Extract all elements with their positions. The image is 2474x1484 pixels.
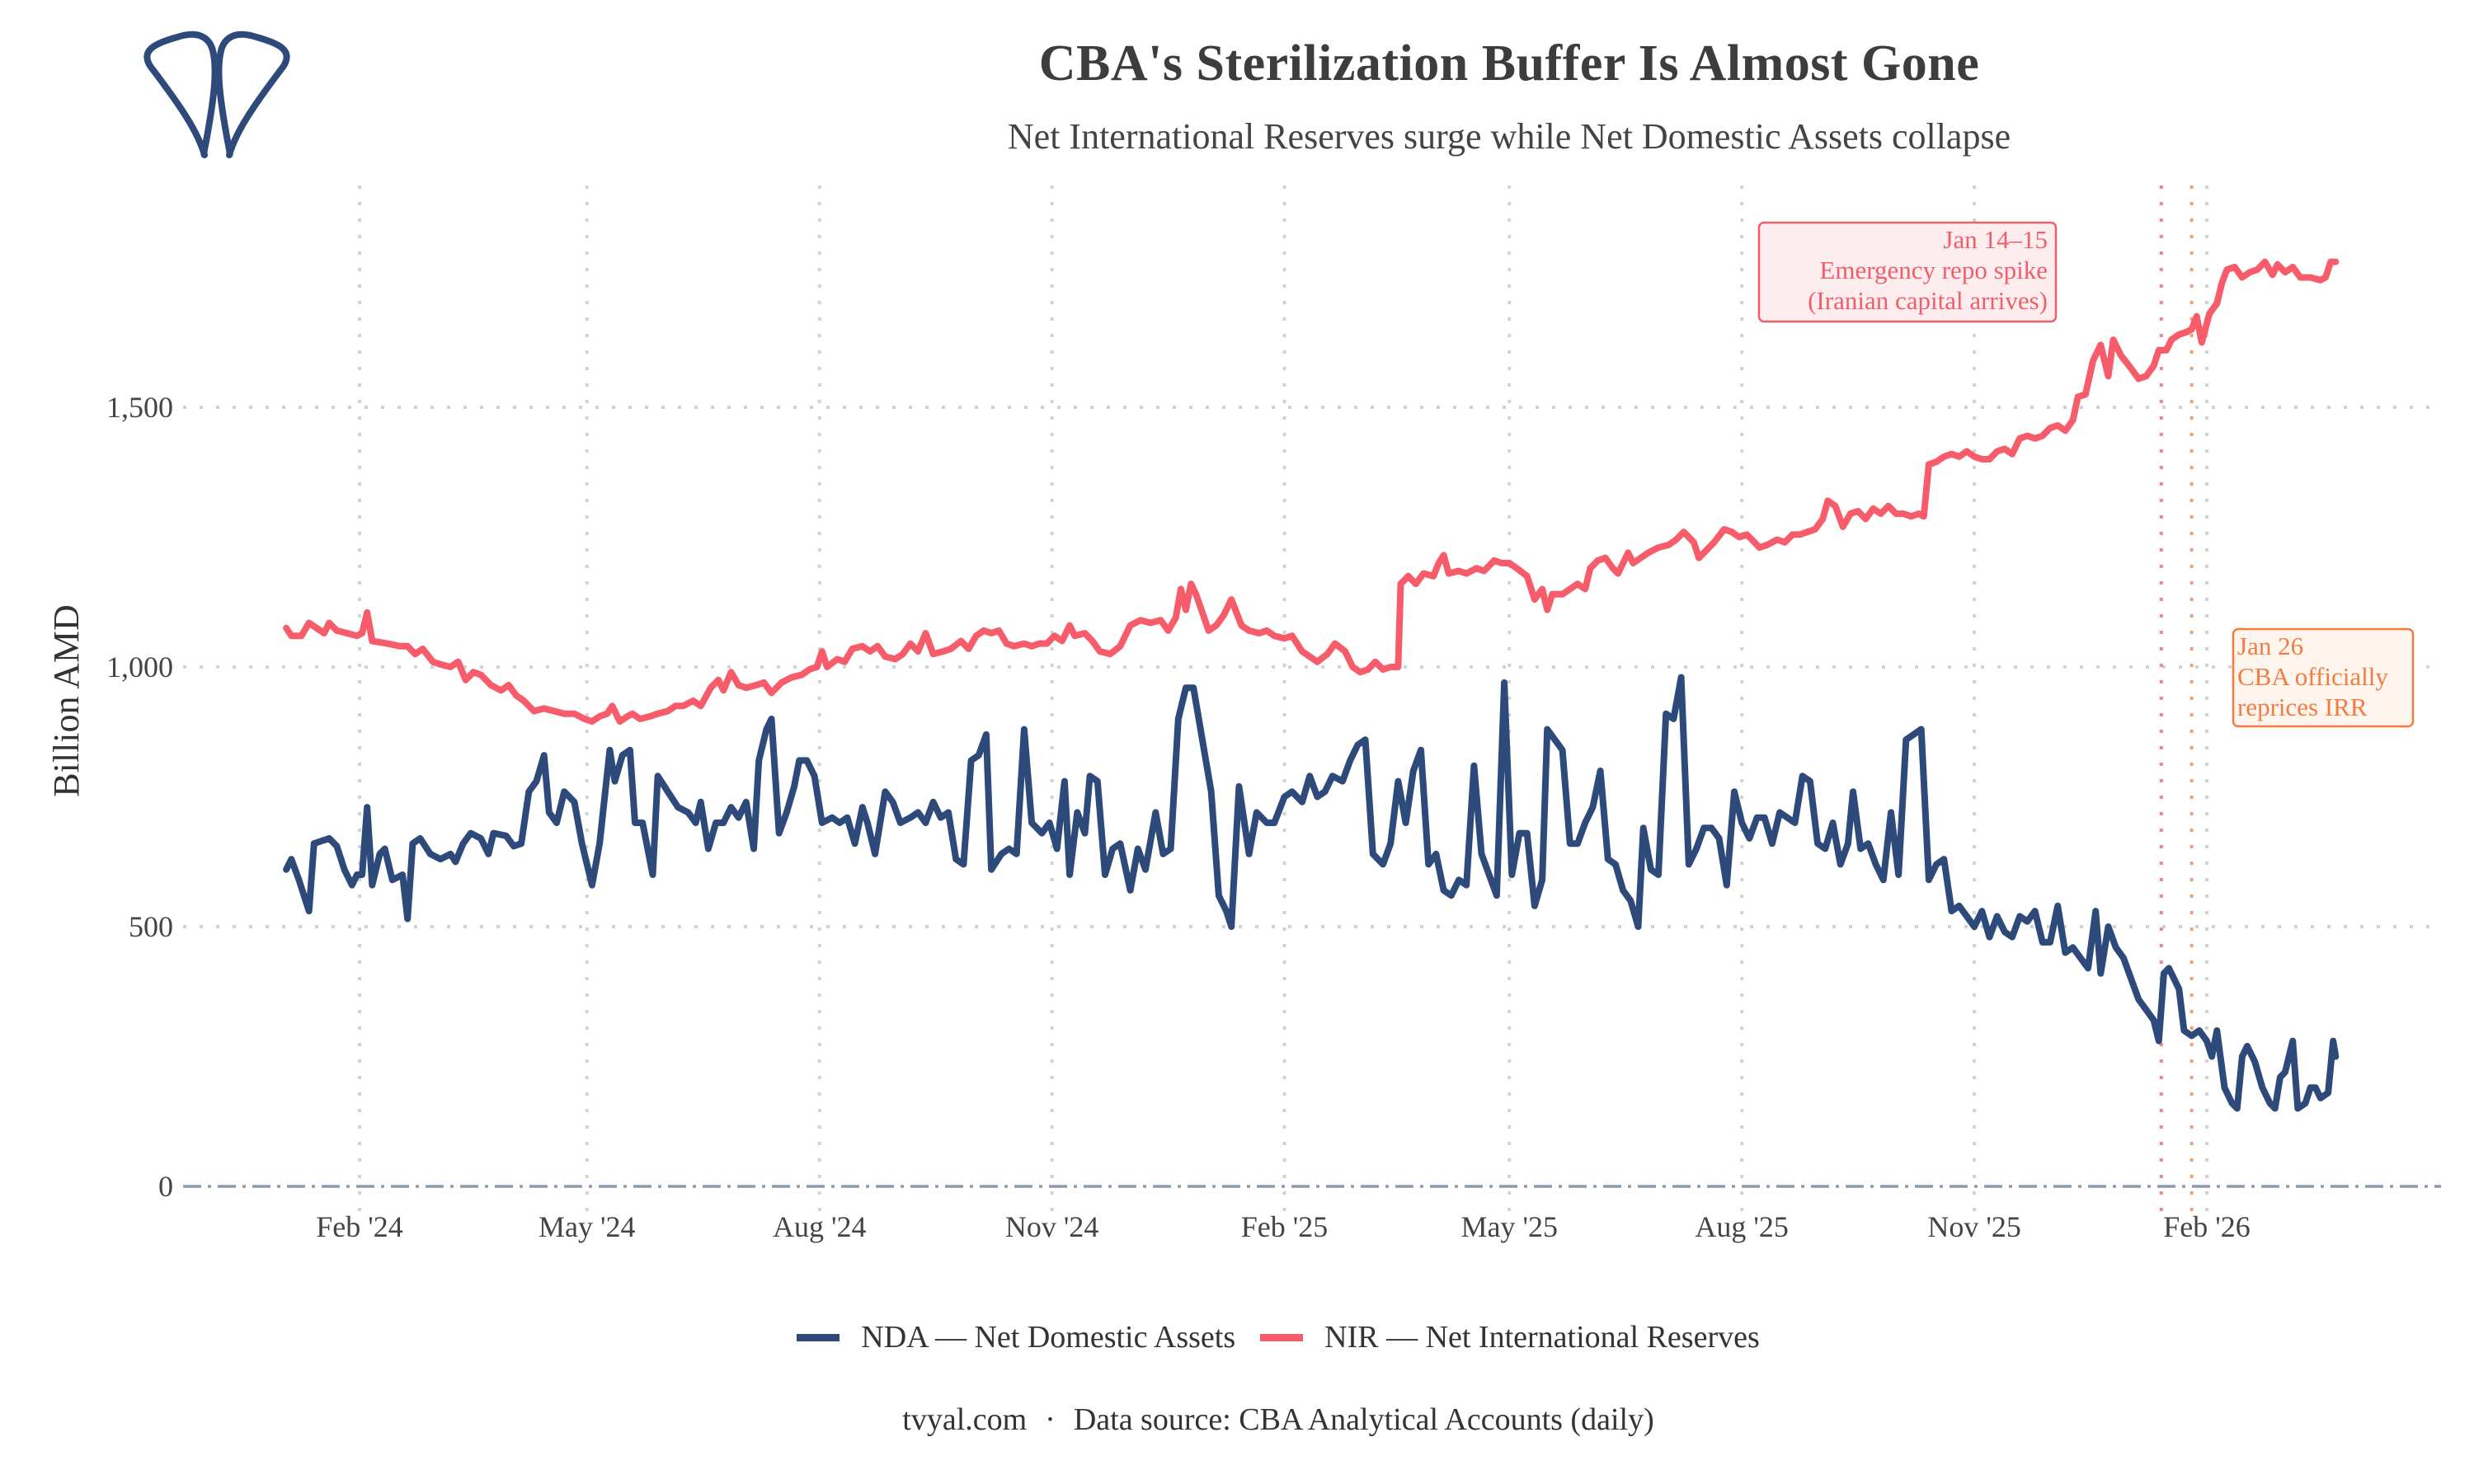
annotation-text: reprices IRR bbox=[2237, 693, 2368, 721]
tvyal-logo-icon bbox=[143, 31, 290, 158]
x-tick-label: Feb '24 bbox=[316, 1210, 403, 1243]
chart-title: CBA's Sterilization Buffer Is Almost Gon… bbox=[1038, 35, 1980, 92]
y-tick-label: 0 bbox=[158, 1170, 173, 1203]
legend-key-nda bbox=[797, 1333, 840, 1341]
annotation-box bbox=[1757, 221, 2058, 323]
annotation-text: (Iranian capital arrives) bbox=[1808, 286, 2048, 315]
annotation-text: CBA officially bbox=[2237, 662, 2388, 691]
caption-separator: · bbox=[1045, 1402, 1056, 1437]
caption-site: tvyal.com bbox=[902, 1402, 1028, 1437]
y-axis-ticks: 0 500 1,000 1,500 bbox=[106, 391, 173, 1203]
caption-source: Data source: CBA Analytical Accounts (da… bbox=[1073, 1402, 1654, 1437]
series-line-nir bbox=[283, 258, 2340, 726]
x-tick-label: Feb '25 bbox=[1241, 1210, 1329, 1243]
x-axis-ticks: Feb '24 May '24 Aug '24 Nov '24 Feb '25 May '… bbox=[316, 1210, 2251, 1243]
series-line-nda bbox=[283, 674, 2340, 1112]
x-tick-label: Aug '24 bbox=[773, 1210, 866, 1243]
y-tick-label: 500 bbox=[129, 910, 173, 943]
x-tick-label: Nov '24 bbox=[1005, 1210, 1098, 1243]
y-tick-label: 1,500 bbox=[106, 391, 173, 424]
x-tick-label: Nov '25 bbox=[1927, 1210, 2020, 1243]
x-tick-label: May '24 bbox=[539, 1210, 635, 1243]
event-markers bbox=[2159, 186, 2194, 1219]
annotation-text: Emergency repo spike bbox=[1819, 256, 2048, 284]
series-lines bbox=[283, 258, 2340, 1112]
legend-label-nir: NIR — Net International Reserves bbox=[1324, 1320, 1760, 1355]
annotation-box bbox=[2232, 627, 2415, 728]
source-caption: tvyal.com · Data source: CBA Analytical Ac… bbox=[41, 1402, 2474, 1438]
annotation-text: Jan 26 bbox=[2237, 632, 2303, 660]
y-axis-label: Billion AMD bbox=[46, 604, 87, 797]
legend-item-nda[interactable]: NDA — Net Domestic Assets bbox=[797, 1319, 1235, 1355]
legend-key-nir bbox=[1260, 1333, 1304, 1341]
x-tick-label: May '25 bbox=[1461, 1210, 1558, 1243]
x-tick-label: Aug '25 bbox=[1695, 1210, 1788, 1243]
annotation-text: Jan 14–15 bbox=[1943, 225, 2048, 254]
y-tick-label: 1,000 bbox=[106, 650, 173, 683]
x-tick-label: Feb '26 bbox=[2163, 1210, 2251, 1243]
gridlines bbox=[183, 186, 2441, 1219]
legend-item-nir[interactable]: NIR — Net International Reserves bbox=[1260, 1319, 1760, 1355]
chart-subtitle: Net International Reserves surge while N… bbox=[1007, 116, 2011, 157]
legend: NDA — Net Domestic Assets NIR — Net Inte… bbox=[41, 1319, 2474, 1355]
legend-label-nda: NDA — Net Domestic Assets bbox=[861, 1320, 1236, 1355]
